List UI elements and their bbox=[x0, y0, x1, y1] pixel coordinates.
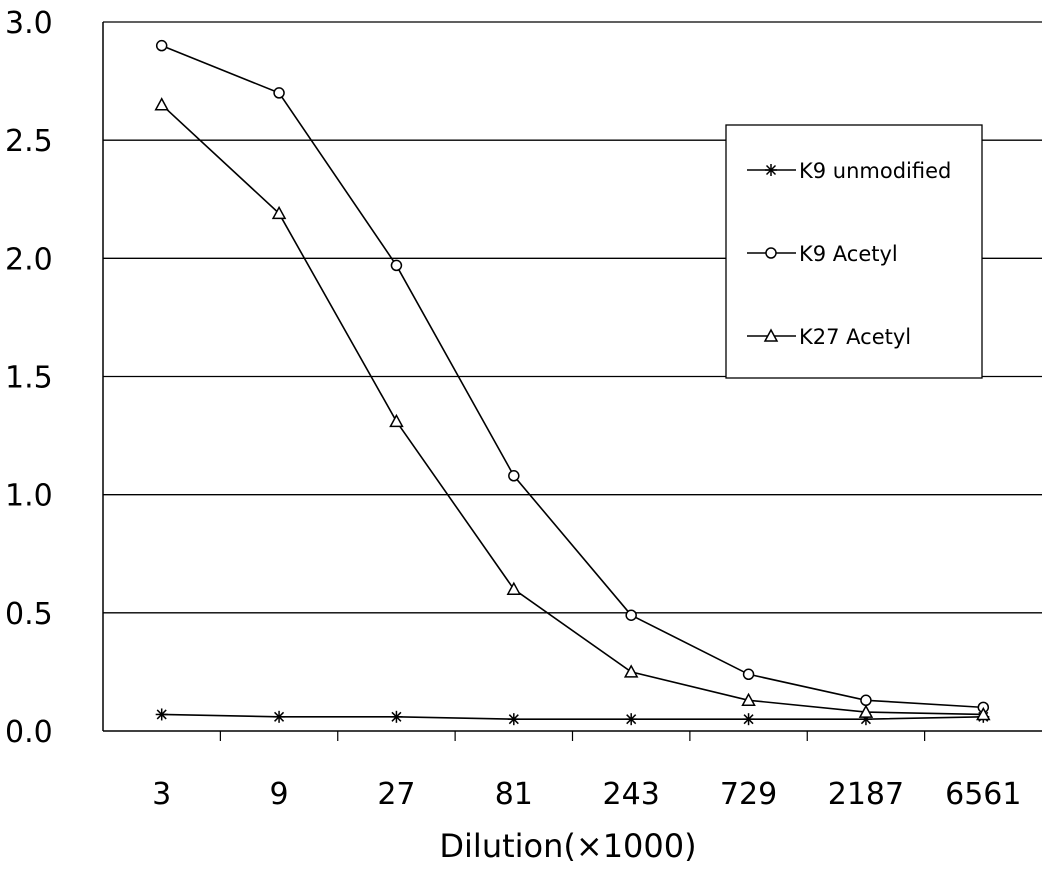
y-tick-label: 0.5 bbox=[5, 597, 53, 632]
data-point-asterisk bbox=[390, 710, 403, 723]
y-tick-label: 1.0 bbox=[5, 479, 53, 514]
x-tick-label: 2187 bbox=[828, 777, 904, 812]
data-point-asterisk bbox=[273, 710, 286, 723]
data-point-circle bbox=[625, 609, 637, 621]
legend-label: K27 Acetyl bbox=[799, 325, 911, 349]
series-lines bbox=[154, 39, 991, 726]
y-tick-labels: 0.0 0.5 1.0 1.5 2.0 2.5 3.0 bbox=[5, 6, 53, 750]
y-tick-label: 1.5 bbox=[5, 361, 53, 396]
data-point-circle bbox=[508, 470, 520, 482]
data-point-circle bbox=[273, 87, 285, 99]
data-point-triangle bbox=[741, 692, 756, 707]
x-tick-label: 243 bbox=[603, 777, 660, 812]
series-line bbox=[161, 44, 984, 709]
x-tick-label: 3 bbox=[152, 777, 171, 812]
data-point-triangle bbox=[976, 706, 991, 721]
data-point-triangle bbox=[154, 97, 169, 111]
gridlines bbox=[103, 21, 1042, 614]
legend-item: K9 unmodified bbox=[747, 159, 951, 183]
y-tick-label: 2.5 bbox=[5, 124, 53, 159]
y-tick-label: 0.0 bbox=[5, 715, 53, 750]
legend-marker-circle bbox=[765, 247, 777, 259]
x-tick-labels: 3 9 27 81 243 729 2187 6561 bbox=[152, 777, 1021, 812]
legend-item: K27 Acetyl bbox=[747, 325, 911, 349]
series-line bbox=[161, 104, 984, 716]
series-line bbox=[161, 713, 984, 720]
data-point-triangle bbox=[506, 581, 522, 595]
data-point-circle bbox=[390, 259, 403, 272]
data-point-asterisk bbox=[507, 713, 520, 726]
data-point-triangle bbox=[271, 205, 287, 220]
x-tick-label: 9 bbox=[270, 777, 289, 812]
data-point-circle bbox=[742, 668, 755, 681]
x-axis-title: Dilution(×1000) bbox=[439, 827, 696, 865]
legend-marker-asterisk bbox=[765, 164, 777, 176]
data-point-triangle bbox=[389, 413, 404, 428]
x-tick-label: 6561 bbox=[945, 777, 1021, 812]
data-point-triangle bbox=[858, 704, 874, 718]
x-tick-label: 729 bbox=[720, 777, 777, 812]
y-tick-label: 3.0 bbox=[5, 6, 53, 41]
legend-label: K9 Acetyl bbox=[799, 242, 898, 266]
data-point-asterisk bbox=[742, 713, 755, 726]
x-tick-label: 81 bbox=[495, 777, 533, 812]
x-tick-label: 27 bbox=[377, 777, 415, 812]
data-point-asterisk bbox=[625, 713, 638, 726]
legend-label: K9 unmodified bbox=[799, 159, 951, 183]
data-point-triangle bbox=[623, 664, 639, 678]
series-k27-acetyl bbox=[154, 97, 991, 721]
legend: K9 unmodified K9 Acetyl K27 Acetyl bbox=[725, 124, 983, 379]
data-point-circle bbox=[155, 39, 168, 52]
data-point-asterisk bbox=[155, 708, 168, 721]
legend-marker-triangle bbox=[763, 328, 779, 342]
y-tick-label: 2.0 bbox=[5, 242, 53, 277]
axes bbox=[102, 22, 1042, 741]
data-point-circle bbox=[860, 694, 872, 707]
legend-item: K9 Acetyl bbox=[747, 242, 898, 266]
